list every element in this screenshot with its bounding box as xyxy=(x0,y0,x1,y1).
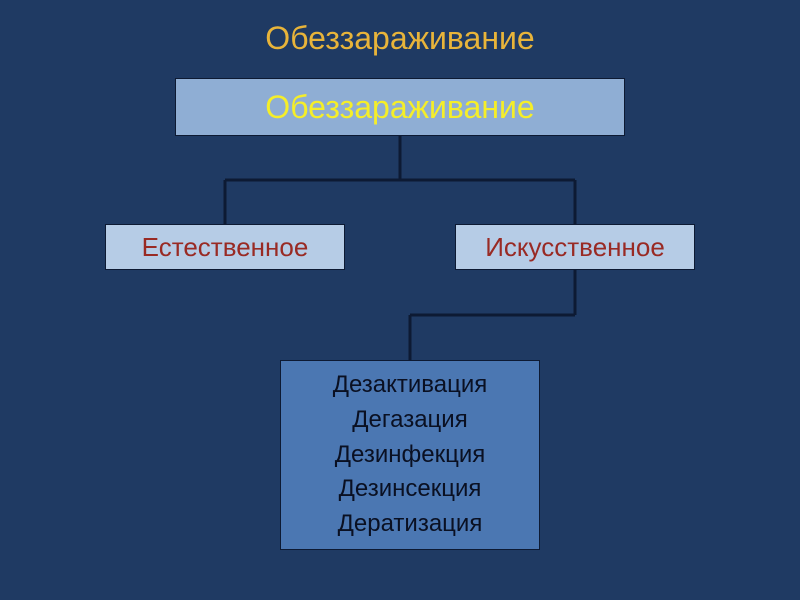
detail-item: Дезинфекция xyxy=(335,438,485,473)
detail-item: Дезактивация xyxy=(333,368,488,403)
child-node-natural: Естественное xyxy=(105,224,345,270)
child-node-artificial-label: Искусственное xyxy=(485,232,665,263)
detail-item: Дератизация xyxy=(338,507,483,542)
root-node: Обеззараживание xyxy=(175,78,625,136)
page-title: Обеззараживание xyxy=(0,20,800,57)
detail-item: Дегазация xyxy=(352,403,467,438)
detail-item: Дезинсекция xyxy=(339,472,482,507)
child-node-artificial: Искусственное xyxy=(455,224,695,270)
diagram-stage: Обеззараживание Обеззараживание Естестве… xyxy=(0,0,800,600)
child-node-natural-label: Естественное xyxy=(142,232,309,263)
detail-node: Дезактивация Дегазация Дезинфекция Дезин… xyxy=(280,360,540,550)
root-node-label: Обеззараживание xyxy=(265,89,534,126)
